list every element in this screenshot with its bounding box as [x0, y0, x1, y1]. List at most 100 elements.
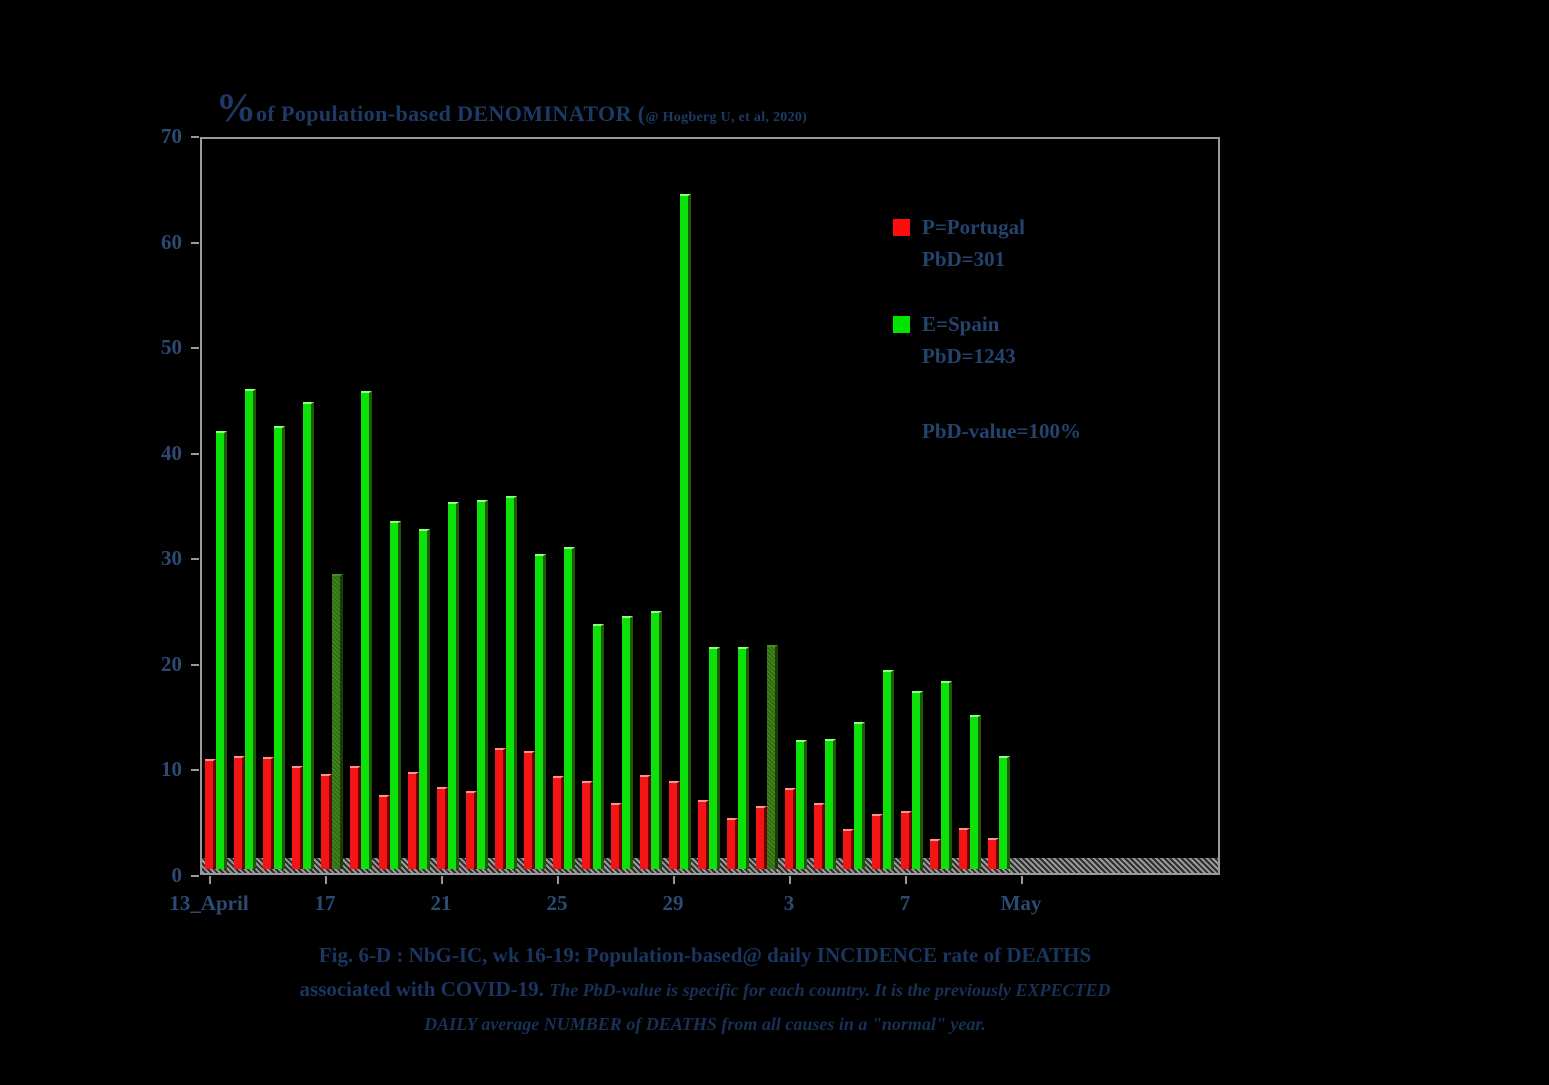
spain-bar — [999, 756, 1010, 869]
y-tick-mark — [191, 663, 199, 666]
spain-bar — [332, 573, 343, 869]
caption-line1-text: Fig. 6-D : NbG-IC, wk 16-19: Population-… — [318, 943, 1092, 967]
spain-bar — [564, 547, 575, 869]
spain-bar — [912, 690, 923, 869]
portugal-bar — [379, 795, 390, 869]
caption-line-1: Fig. 6-D : NbG-IC, wk 16-19: Population-… — [140, 938, 1270, 972]
portugal-bar — [611, 802, 622, 869]
portugal-bar — [669, 781, 680, 869]
figure-caption: Fig. 6-D : NbG-IC, wk 16-19: Population-… — [140, 938, 1270, 1040]
portugal-bar — [727, 818, 738, 869]
x-tick-label: May — [1000, 891, 1042, 915]
y-tick-label: 50 — [161, 335, 182, 359]
spain-bar — [245, 388, 256, 869]
spain-bar — [448, 501, 459, 869]
spain-bar — [941, 681, 952, 869]
y-tick-label: 30 — [161, 546, 182, 570]
spain-bar — [854, 722, 865, 869]
legend-portugal-label: P=Portugal — [922, 215, 1025, 239]
legend-spain-pbd: PbD=1243 — [922, 343, 1016, 368]
spain-bar — [680, 193, 691, 869]
legend-spain-text: E=Spain PbD=1243 — [922, 309, 1016, 372]
portugal-bar — [553, 776, 564, 869]
y-tick-label: 10 — [161, 757, 182, 781]
y-tick-label: 0 — [171, 862, 183, 887]
x-tick-mark — [673, 876, 675, 884]
caption-line3-text: DAILY average NUMBER of DEATHS from all … — [424, 1014, 986, 1035]
y-tick-label: 70 — [161, 124, 182, 148]
spain-bar — [361, 391, 372, 869]
legend-spain-label: E=Spain — [922, 312, 1000, 336]
spain-bar — [738, 647, 749, 869]
y-tick-mark — [191, 769, 199, 771]
portugal-bar — [234, 756, 245, 869]
spain-bar — [593, 624, 604, 869]
portugal-bar — [930, 839, 941, 869]
spain-bar — [274, 425, 285, 869]
spain-swatch-icon — [893, 316, 910, 333]
legend-entry-portugal: P=Portugal PbD=301 — [893, 212, 1081, 275]
portugal-bar — [872, 814, 883, 869]
spain-bar — [216, 431, 227, 869]
legend: P=Portugal PbD=301 E=Spain PbD=1243 PbD-… — [893, 212, 1081, 448]
spain-bar — [651, 610, 662, 869]
y-tick-label: 20 — [161, 651, 182, 676]
x-tick-mark — [209, 876, 211, 884]
x-tick-label: 29 — [662, 891, 684, 915]
spain-bar — [796, 740, 807, 869]
y-tick-mark — [191, 452, 199, 455]
portugal-bar — [321, 774, 332, 869]
x-tick-mark — [557, 876, 559, 884]
spain-bar — [767, 645, 778, 869]
legend-portugal-text: P=Portugal PbD=301 — [922, 212, 1025, 275]
legend-pbd-note: PbD-value=100% — [922, 419, 1081, 443]
portugal-bar — [205, 759, 216, 869]
x-tick-mark — [1021, 876, 1023, 884]
caption-line-3: DAILY average NUMBER of DEATHS from all … — [140, 1006, 1270, 1040]
portugal-bar — [437, 786, 448, 869]
portugal-bar — [350, 765, 361, 869]
spain-bar — [535, 553, 546, 869]
portugal-bar — [495, 747, 506, 869]
x-tick-label: 21 — [430, 891, 452, 915]
portugal-bar — [466, 790, 477, 869]
x-tick-mark — [789, 876, 791, 884]
portugal-swatch-icon — [893, 219, 910, 236]
caption-line-2: associated with COVID-19. The PbD-value … — [140, 972, 1270, 1006]
chart-title-main-text: of Population-based DENOMINATOR ( — [256, 101, 646, 126]
spain-bar — [709, 647, 720, 869]
portugal-bar — [292, 765, 303, 869]
x-tick-label: 3 — [783, 891, 795, 915]
chart-title: % of Population-based DENOMINATOR ( @ Ho… — [216, 84, 807, 131]
x-tick-label: 13_April — [169, 891, 249, 915]
spain-bar — [883, 669, 894, 869]
spain-bar — [825, 739, 836, 869]
portugal-bar — [756, 805, 767, 869]
portugal-bar — [263, 757, 274, 869]
x-tick-mark — [905, 876, 907, 884]
spain-bar — [622, 615, 633, 869]
y-tick-mark — [191, 136, 199, 138]
portugal-bar — [901, 810, 912, 869]
plot-area — [200, 137, 1220, 875]
x-tick-label: 7 — [899, 891, 911, 915]
chart-title-percent-sign: % — [216, 85, 256, 130]
portugal-bar — [785, 787, 796, 869]
chart-title-citation: @ Hogberg U, et al, 2020) — [645, 110, 808, 125]
legend-portugal-pbd: PbD=301 — [922, 246, 1006, 271]
spain-bar — [390, 520, 401, 869]
caption-line2-bold: associated with COVID-19. — [299, 977, 544, 1002]
x-tick-label: 17 — [314, 891, 336, 915]
y-tick-label: 40 — [161, 440, 182, 465]
portugal-bar — [988, 838, 999, 869]
caption-line2-italic: The PbD-value is specific for each count… — [549, 980, 1111, 1001]
portugal-bar — [640, 775, 651, 869]
portugal-bar — [843, 828, 854, 869]
portugal-bar — [524, 750, 535, 869]
spain-bar — [477, 499, 488, 869]
spain-bar — [506, 495, 517, 869]
portugal-bar — [698, 800, 709, 869]
y-tick-mark — [191, 558, 199, 560]
x-tick-mark — [441, 876, 443, 884]
